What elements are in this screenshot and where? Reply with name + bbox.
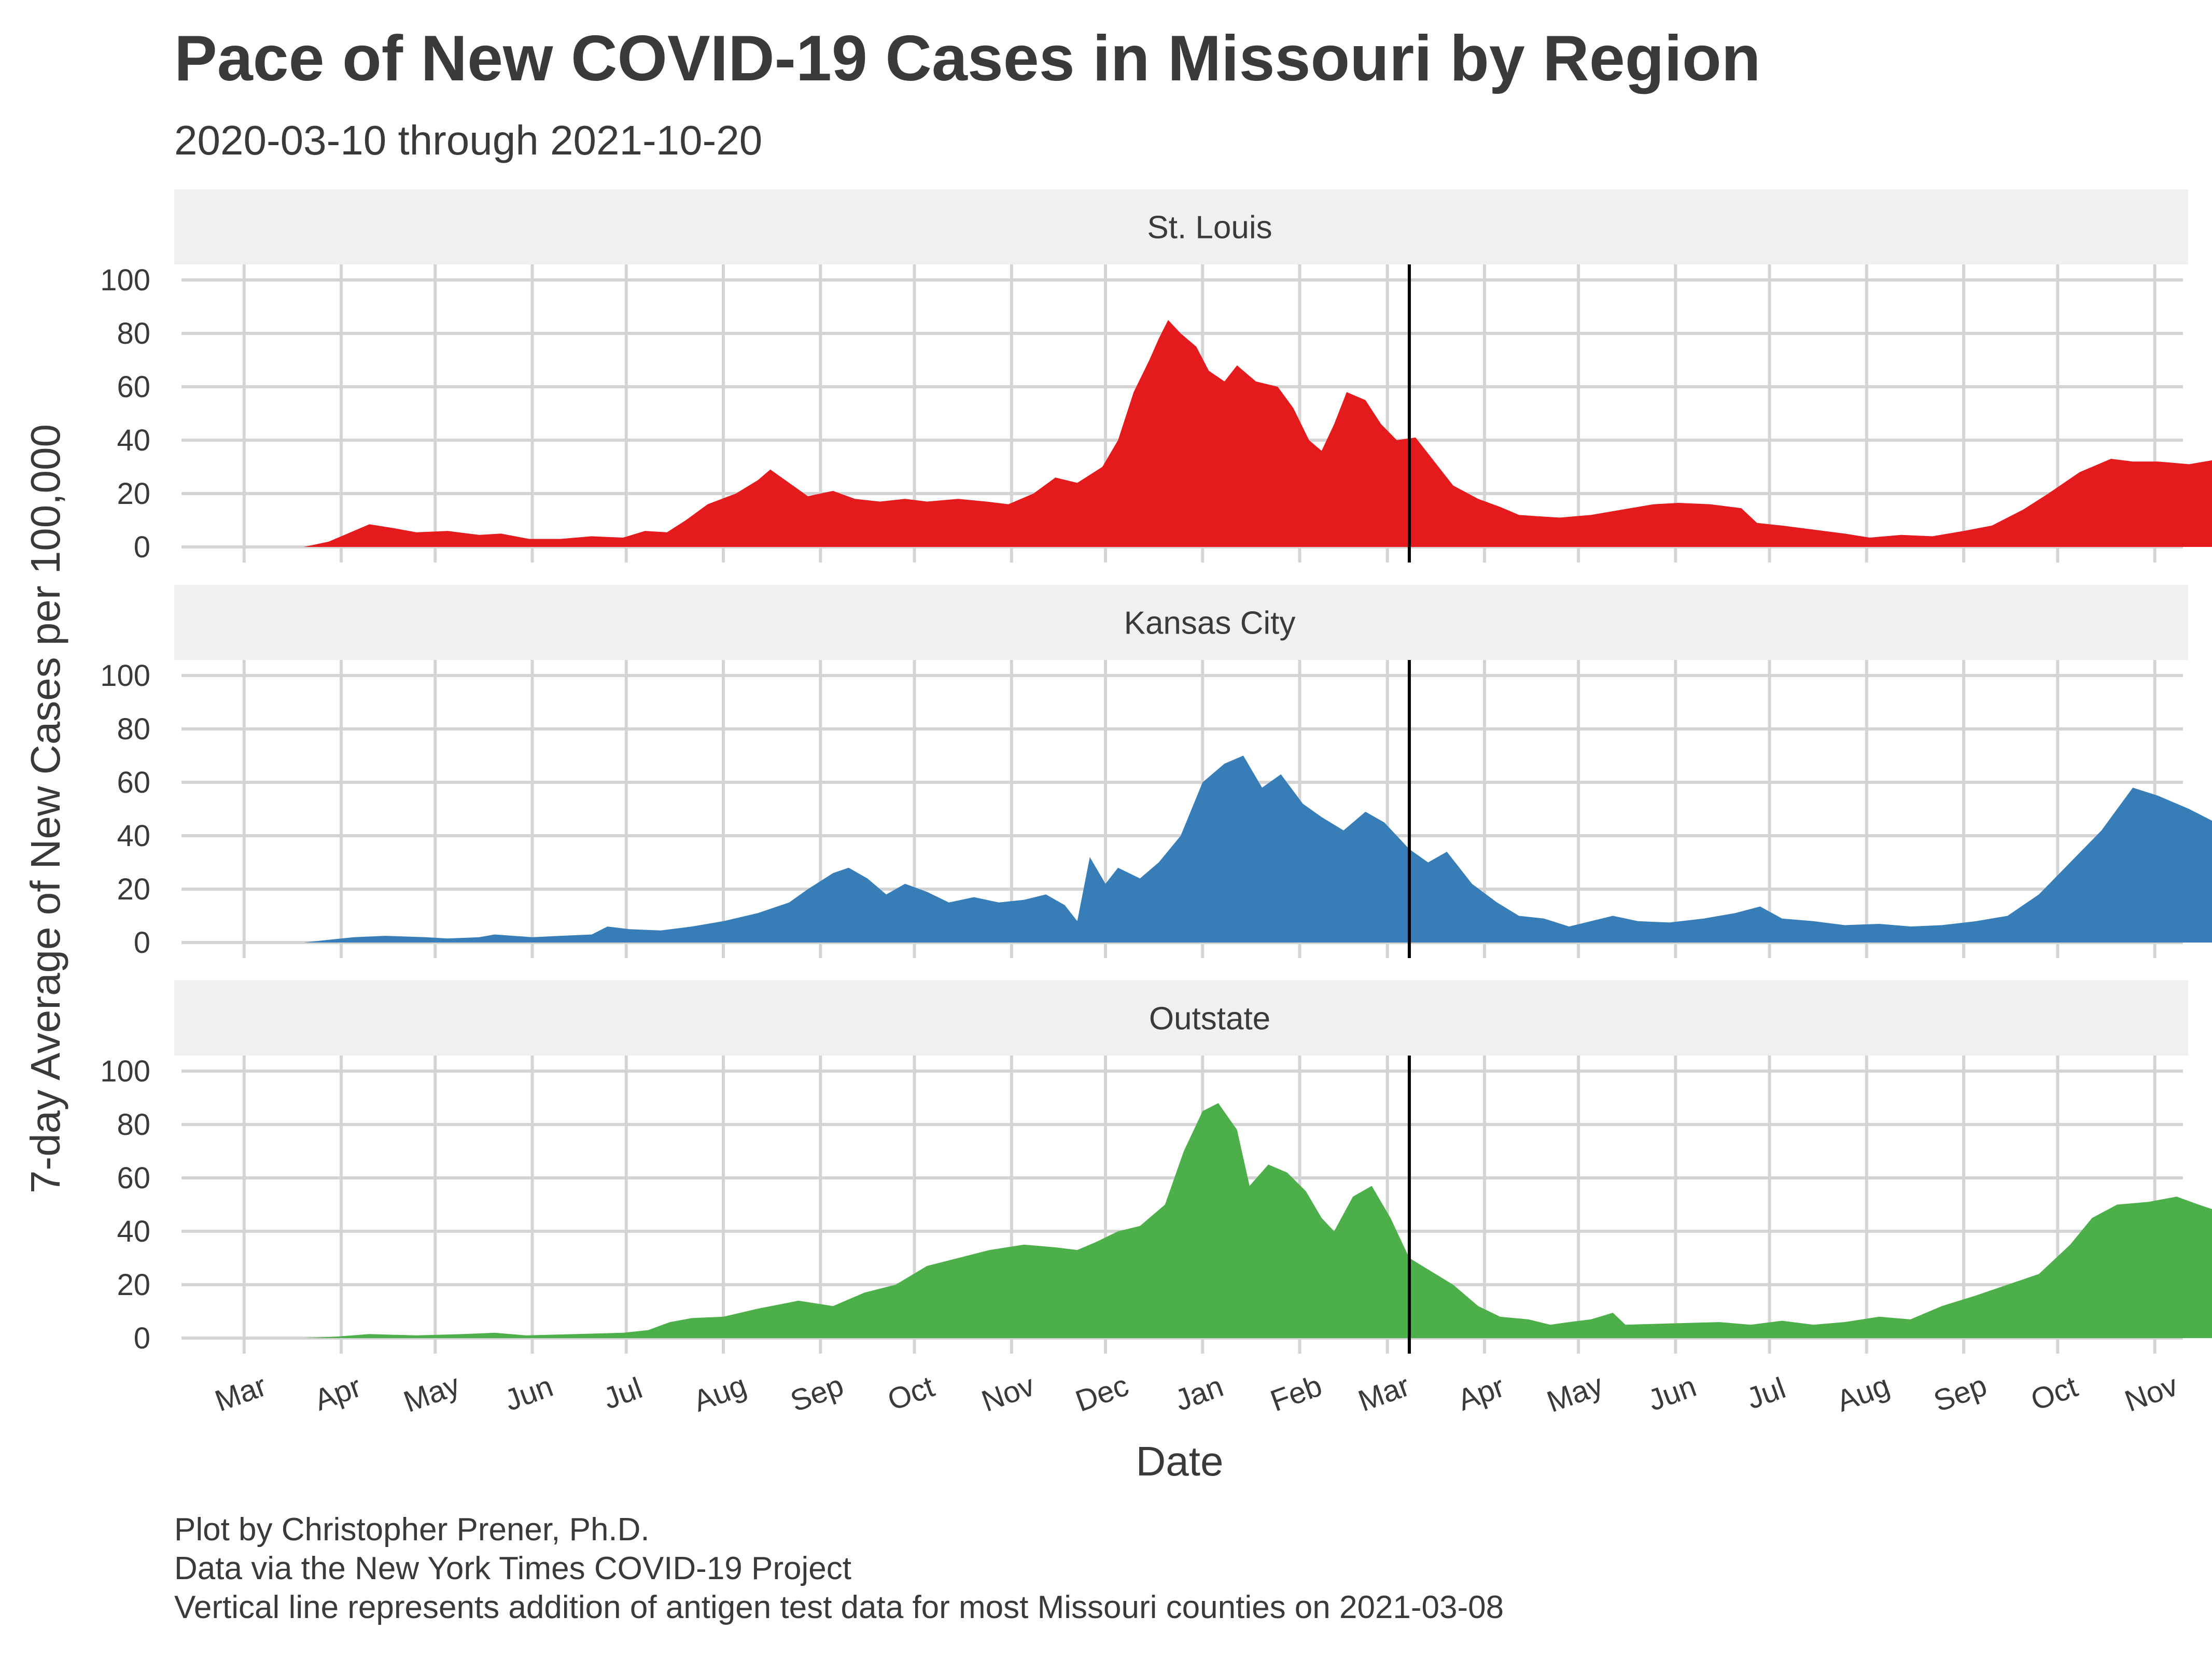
- y-tick-label: 60: [117, 1161, 150, 1195]
- x-tick-label: Jul: [599, 1371, 647, 1415]
- x-tick-label: Mar: [1354, 1369, 1414, 1418]
- x-tick-label: Apr: [310, 1370, 366, 1417]
- x-tick-label: Apr: [1453, 1370, 1509, 1417]
- y-tick-label: 80: [117, 317, 150, 350]
- y-tick-label: 20: [117, 873, 150, 906]
- y-tick-label: 80: [117, 1108, 150, 1142]
- x-tick-label: Jul: [1742, 1371, 1790, 1415]
- y-tick-label: 0: [134, 926, 150, 960]
- y-tick-label: 0: [134, 1321, 150, 1355]
- facet-strip: [174, 980, 2188, 1056]
- y-tick-label: 100: [100, 1055, 150, 1088]
- x-tick-label: Dec: [1071, 1368, 1133, 1418]
- facet-label: Kansas City: [1124, 606, 1296, 641]
- area-series-outstate: [272, 1103, 2212, 1338]
- y-tick-label: 100: [100, 263, 150, 297]
- x-tick-label: Nov: [2120, 1368, 2182, 1418]
- x-tick-label: Aug: [689, 1368, 751, 1418]
- x-tick-label: Feb: [1266, 1369, 1326, 1418]
- x-tick-label: May: [1543, 1368, 1607, 1419]
- area-series-kansas-city: [272, 755, 2212, 943]
- chart-subtitle: 2020-03-10 through 2021-10-20: [174, 117, 763, 163]
- x-tick-label: Sep: [1929, 1368, 1991, 1418]
- y-tick-label: 40: [117, 1215, 150, 1248]
- x-tick-label: Aug: [1832, 1368, 1894, 1418]
- y-tick-label: 20: [117, 1268, 150, 1302]
- facet-label: St. Louis: [1147, 210, 1272, 246]
- x-tick-label: Oct: [2026, 1370, 2082, 1417]
- facet-strip: [174, 585, 2188, 660]
- faceted-area-chart: St. Louis 0 20 40 60 80 100 Kansas City 0 20 40 60 8…: [22, 189, 2212, 1484]
- y-tick-label: 100: [100, 659, 150, 693]
- x-tick-label: Jun: [500, 1369, 557, 1417]
- y-axis-title: 7-day Average of New Cases per 100,000: [22, 424, 68, 1193]
- y-tick-label: 60: [117, 766, 150, 799]
- facet-label: Outstate: [1149, 1001, 1270, 1037]
- x-tick-label: Oct: [883, 1370, 939, 1417]
- y-tick-label: 20: [117, 477, 150, 511]
- y-tick-label: 80: [117, 712, 150, 746]
- x-tick-label: Jun: [1644, 1369, 1701, 1417]
- x-tick-label: Mar: [211, 1369, 271, 1418]
- y-tick-label: 40: [117, 424, 150, 457]
- x-tick-label: Nov: [977, 1368, 1039, 1418]
- area-series-st-louis: [272, 320, 2212, 547]
- y-tick-label: 60: [117, 370, 150, 404]
- facet-strip: [174, 189, 2188, 264]
- x-tick-label: Sep: [786, 1368, 848, 1418]
- y-tick-label: 0: [134, 530, 150, 564]
- x-tick-label: May: [399, 1368, 464, 1419]
- chart-title: Pace of New COVID-19 Cases in Missouri b…: [174, 23, 1761, 94]
- caption-note: Vertical line represents addition of ant…: [174, 1590, 1504, 1625]
- y-tick-label: 40: [117, 819, 150, 853]
- caption-source: Data via the New York Times COVID-19 Pro…: [174, 1551, 851, 1586]
- caption-author: Plot by Christopher Prener, Ph.D.: [174, 1512, 650, 1548]
- x-tick-label: Jan: [1171, 1369, 1228, 1417]
- x-axis-title: Date: [1136, 1438, 1224, 1484]
